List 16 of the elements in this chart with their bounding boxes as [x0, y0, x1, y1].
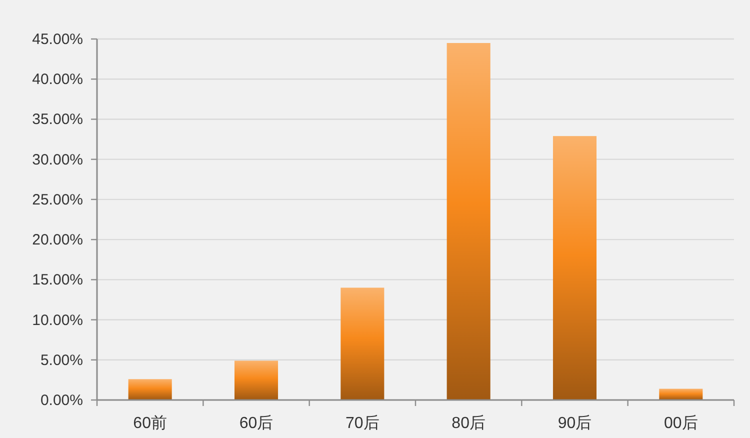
y-tick-label: 15.00%	[32, 272, 83, 289]
x-tick-label: 90后	[558, 414, 592, 432]
y-tick-label: 40.00%	[32, 71, 83, 88]
y-tick-label: 25.00%	[32, 191, 83, 208]
x-tick-label: 80后	[452, 414, 486, 432]
y-tick-label: 20.00%	[32, 232, 83, 249]
y-tick-label: 30.00%	[32, 151, 83, 168]
y-tick-label: 45.00%	[32, 31, 83, 48]
y-tick-label: 35.00%	[32, 111, 83, 128]
x-tick-label: 00后	[664, 414, 698, 432]
y-tick-label: 0.00%	[40, 392, 83, 409]
x-tick-label: 60前	[133, 414, 167, 432]
y-tick-label: 10.00%	[32, 312, 83, 329]
x-tick-label: 60后	[239, 414, 274, 432]
y-tick-label: 5.00%	[40, 352, 83, 369]
x-tick-label: 70后	[346, 414, 380, 432]
